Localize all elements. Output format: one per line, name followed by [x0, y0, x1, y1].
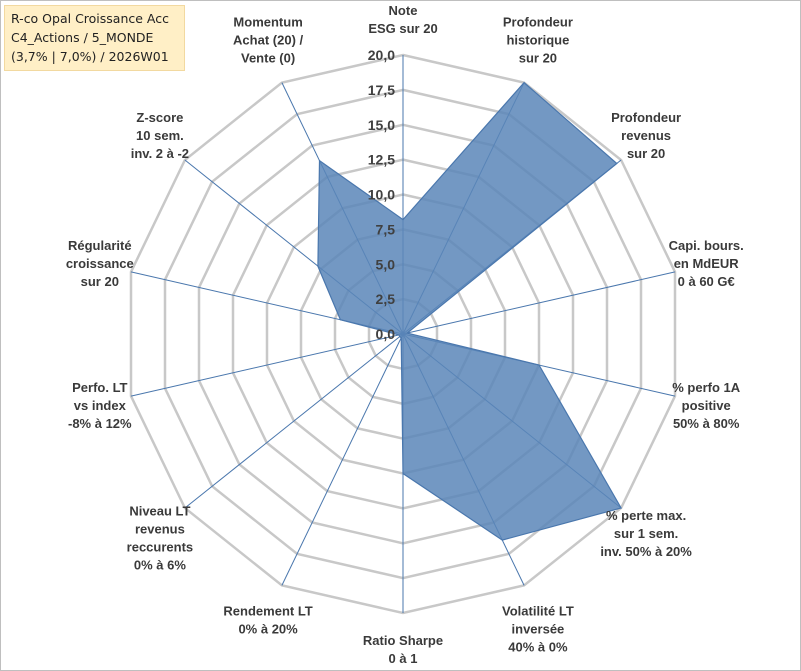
- axis-label-2-line-0: Profondeur: [611, 110, 681, 125]
- title-line-category: C4_Actions / 5_MONDE: [11, 30, 154, 45]
- axis-label-12-line-0: Z-score: [136, 110, 183, 125]
- axis-label-9-line-0: Niveau LT: [129, 503, 190, 518]
- tick-label-0: 0,0: [376, 326, 396, 342]
- series-area: [317, 81, 623, 541]
- axis-label-7-line-0: Ratio Sharpe: [363, 633, 443, 648]
- tick-label-7: 17,5: [368, 82, 395, 98]
- axis-label-11-line-2: sur 20: [81, 274, 119, 289]
- axis-label-5-line-1: sur 1 sem.: [614, 526, 678, 541]
- axis-label-9-line-2: reccurents: [127, 539, 193, 554]
- axis-label-13-line-2: Vente (0): [241, 51, 295, 66]
- axis-label-3-line-0: Capi. bours.: [669, 238, 744, 253]
- axis-label-8: Rendement LT 0% à 20%: [223, 603, 312, 636]
- axis-label-4-line-0: % perfo 1A: [672, 380, 741, 395]
- axis-label-1: Profondeur historique sur 20: [503, 15, 573, 66]
- title-line-stats: (3,7% | 7,0%) / 2026W01: [11, 49, 169, 64]
- radar-axis-labels: Note ESG sur 20 Profondeur historique sur 20…: [66, 3, 744, 666]
- axis-label-11-line-1: croissance: [66, 256, 134, 271]
- axis-label-6-line-0: Volatilité LT: [502, 603, 574, 618]
- axis-label-9: Niveau LT revenus reccurents 0% à 6%: [127, 503, 193, 572]
- axis-label-10-line-2: -8% à 12%: [68, 416, 132, 431]
- axis-label-11: Régularité croissance sur 20: [66, 238, 134, 289]
- tick-label-3: 7,5: [376, 221, 396, 237]
- tick-label-6: 15,0: [368, 117, 395, 133]
- tick-label-2: 5,0: [376, 256, 396, 272]
- axis-label-2-line-2: sur 20: [627, 146, 665, 161]
- tick-label-8: 20,0: [368, 47, 395, 63]
- axis-label-7-line-1: 0 à 1: [389, 651, 418, 666]
- axis-label-1-line-1: historique: [506, 33, 569, 48]
- radar-series: [317, 81, 623, 541]
- radar-tick-labels: 0,0 2,5 5,0 7,5 10,0 12,5 15,0 17,5 20,0: [368, 47, 395, 342]
- axis-label-3-line-1: en MdEUR: [674, 256, 740, 271]
- axis-label-2: Profondeur revenus sur 20: [611, 110, 681, 161]
- axis-label-0: Note ESG sur 20: [368, 3, 437, 36]
- axis-label-4-line-1: positive: [682, 398, 731, 413]
- axis-label-12-line-2: inv. 2 à -2: [131, 146, 189, 161]
- axis-label-13-line-1: Achat (20) /: [233, 33, 303, 48]
- spoke-9: [184, 333, 404, 509]
- tick-label-4: 10,0: [368, 187, 395, 203]
- tick-label-1: 2,5: [376, 291, 396, 307]
- axis-label-10: Perfo. LT vs index -8% à 12%: [68, 380, 132, 431]
- axis-label-12-line-1: 10 sem.: [136, 128, 184, 143]
- axis-label-5-line-2: inv. 50% à 20%: [600, 544, 692, 559]
- axis-label-13: Momentum Achat (20) / Vente (0): [233, 15, 303, 66]
- spoke-8: [281, 333, 404, 586]
- axis-label-7: Ratio Sharpe 0 à 1: [363, 633, 443, 666]
- tick-label-5: 12,5: [368, 152, 395, 168]
- axis-label-12: Z-score 10 sem. inv. 2 à -2: [131, 110, 189, 161]
- axis-label-3-line-2: 0 à 60 G€: [678, 274, 735, 289]
- axis-label-6-line-1: inversée: [512, 621, 565, 636]
- axis-label-13-line-0: Momentum: [233, 15, 302, 30]
- title-line-fund: R-co Opal Croissance Acc: [11, 11, 169, 26]
- axis-label-5-line-0: % perte max.: [606, 508, 686, 523]
- axis-label-9-line-3: 0% à 6%: [134, 557, 186, 572]
- axis-label-10-line-0: Perfo. LT: [72, 380, 127, 395]
- axis-label-5: % perte max. sur 1 sem. inv. 50% à 20%: [600, 508, 692, 559]
- axis-label-3: Capi. bours. en MdEUR 0 à 60 G€: [669, 238, 744, 289]
- spoke-10: [130, 333, 404, 397]
- chart-title-box: R-co Opal Croissance Acc C4_Actions / 5_…: [4, 5, 185, 71]
- axis-label-1-line-0: Profondeur: [503, 15, 573, 30]
- axis-label-8-line-1: 0% à 20%: [238, 621, 298, 636]
- axis-label-4-line-2: 50% à 80%: [673, 416, 740, 431]
- spoke-3: [402, 271, 676, 335]
- axis-label-9-line-1: revenus: [135, 521, 185, 536]
- axis-label-6: Volatilité LT inversée 40% à 0%: [502, 603, 574, 654]
- axis-label-1-line-2: sur 20: [519, 51, 557, 66]
- axis-label-4: % perfo 1A positive 50% à 80%: [672, 380, 741, 431]
- axis-label-0-line-0: Note: [389, 3, 418, 18]
- axis-label-8-line-0: Rendement LT: [223, 603, 312, 618]
- axis-label-0-line-1: ESG sur 20: [368, 21, 437, 36]
- axis-label-6-line-2: 40% à 0%: [508, 639, 568, 654]
- axis-label-11-line-0: Régularité: [68, 238, 132, 253]
- axis-label-2-line-1: revenus: [621, 128, 671, 143]
- axis-label-10-line-1: vs index: [74, 398, 127, 413]
